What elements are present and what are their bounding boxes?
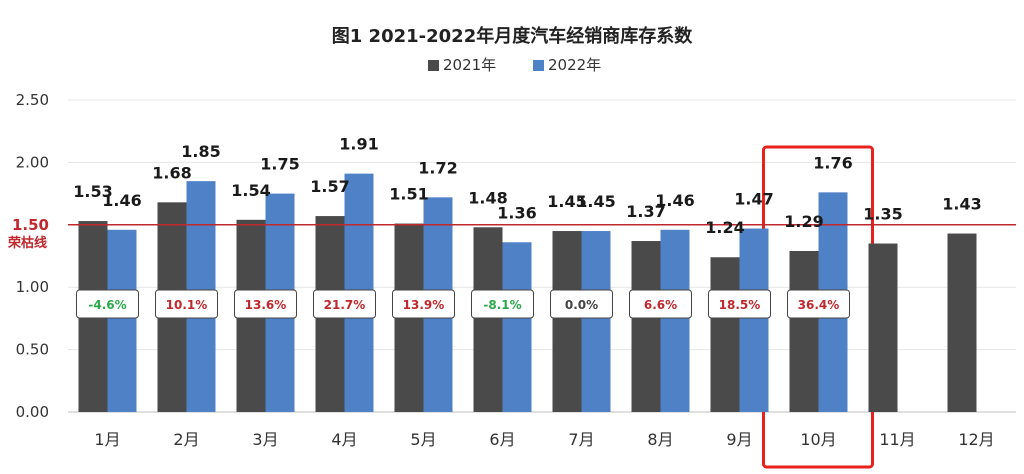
yoy-label: 13.6% bbox=[245, 298, 287, 312]
data-label: 1.48 bbox=[468, 188, 507, 207]
yoy-label: -8.1% bbox=[483, 298, 521, 312]
y-tick-label: 1.00 bbox=[16, 278, 49, 296]
data-label: 1.57 bbox=[310, 177, 349, 196]
data-label: 1.47 bbox=[734, 190, 773, 209]
bar-2022 bbox=[502, 242, 532, 412]
data-label: 1.91 bbox=[339, 135, 378, 154]
x-tick-label: 1月 bbox=[94, 430, 120, 449]
x-tick-label: 5月 bbox=[410, 430, 436, 449]
data-label: 1.46 bbox=[655, 191, 694, 210]
x-tick-label: 8月 bbox=[647, 430, 673, 449]
data-label: 1.72 bbox=[418, 158, 457, 177]
data-label: 1.35 bbox=[863, 205, 902, 224]
data-label: 1.45 bbox=[547, 192, 586, 211]
yoy-box bbox=[787, 289, 850, 319]
x-tick-label: 9月 bbox=[726, 430, 752, 449]
data-label: 1.76 bbox=[813, 153, 852, 172]
bar-2021 bbox=[710, 257, 740, 412]
data-label: 1.46 bbox=[102, 191, 141, 210]
bar-2022 bbox=[660, 229, 690, 412]
yoy-box bbox=[708, 289, 771, 319]
yoy-label: -4.6% bbox=[88, 298, 126, 312]
legend-swatch-2 bbox=[533, 60, 544, 71]
legend-label-1: 2021年 bbox=[443, 56, 496, 74]
y-tick-label: 0.50 bbox=[16, 341, 49, 359]
data-label: 1.45 bbox=[576, 192, 615, 211]
yoy-label: 36.4% bbox=[798, 298, 840, 312]
data-label: 1.75 bbox=[260, 155, 299, 174]
yoy-label: 13.9% bbox=[403, 298, 445, 312]
yoy-box bbox=[392, 289, 455, 319]
bar-2021 bbox=[473, 227, 503, 412]
x-tick-label: 3月 bbox=[252, 430, 278, 449]
bar-2021 bbox=[552, 231, 582, 412]
yoy-box bbox=[313, 289, 376, 319]
yoy-box bbox=[155, 289, 218, 319]
yoy-box bbox=[471, 289, 534, 319]
bar-2021 bbox=[789, 251, 819, 412]
data-label: 1.51 bbox=[389, 185, 428, 204]
yoy-label: 6.6% bbox=[644, 298, 677, 312]
y-tick-label: 2.00 bbox=[16, 153, 49, 171]
legend-swatch-1 bbox=[428, 60, 439, 71]
bar-2021 bbox=[947, 233, 977, 412]
y-tick-label: 0.00 bbox=[16, 403, 49, 421]
y-tick-label: 2.50 bbox=[16, 91, 49, 109]
data-label: 1.29 bbox=[784, 212, 823, 231]
data-label: 1.68 bbox=[152, 163, 191, 182]
data-label: 1.24 bbox=[705, 218, 744, 237]
x-tick-label: 4月 bbox=[331, 430, 357, 449]
yoy-label: 0.0% bbox=[565, 298, 598, 312]
yoy-label: 21.7% bbox=[324, 298, 366, 312]
x-tick-label: 12月 bbox=[958, 430, 994, 449]
y-tick-label: 1.50 bbox=[12, 216, 49, 234]
data-label: 1.85 bbox=[181, 142, 220, 161]
bar-2022 bbox=[739, 228, 769, 412]
data-label: 1.37 bbox=[626, 202, 665, 221]
yoy-box bbox=[234, 289, 297, 319]
x-tick-label: 10月 bbox=[800, 430, 836, 449]
x-tick-label: 11月 bbox=[879, 430, 915, 449]
yoy-box bbox=[629, 289, 692, 319]
data-label: 1.36 bbox=[497, 203, 536, 222]
threshold-label: 荣枯线 bbox=[7, 235, 47, 251]
bar-2021 bbox=[868, 243, 898, 412]
bar-2022 bbox=[107, 229, 137, 412]
data-label: 1.54 bbox=[231, 181, 270, 200]
legend-label-2: 2022年 bbox=[548, 56, 601, 74]
bar-2021 bbox=[631, 241, 661, 412]
data-label: 1.43 bbox=[942, 195, 981, 214]
chart-title: 图1 2021-2022年月度汽车经销商库存系数 bbox=[332, 25, 693, 47]
yoy-box bbox=[550, 289, 613, 319]
data-label: 1.53 bbox=[73, 182, 112, 201]
yoy-label: 18.5% bbox=[719, 298, 761, 312]
yoy-box bbox=[76, 289, 139, 319]
x-tick-label: 7月 bbox=[568, 430, 594, 449]
yoy-label: 10.1% bbox=[166, 298, 208, 312]
x-tick-label: 2月 bbox=[173, 430, 199, 449]
bar-2022 bbox=[581, 231, 611, 412]
x-tick-label: 6月 bbox=[489, 430, 515, 449]
